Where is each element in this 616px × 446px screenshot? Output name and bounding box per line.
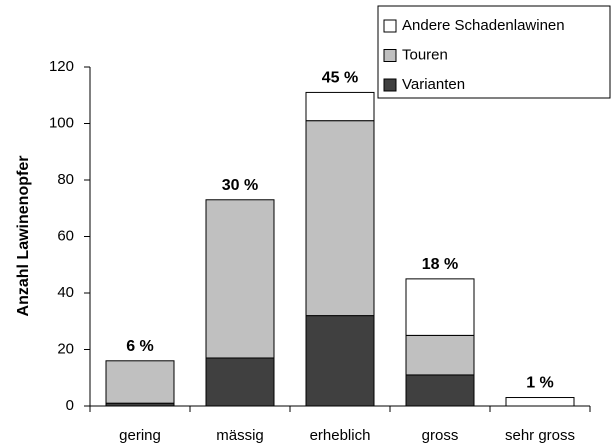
- y-tick-label: 80: [57, 171, 74, 188]
- bar-segment: [405, 334, 475, 376]
- bar-segment: [505, 397, 575, 407]
- bar-segment: [305, 315, 375, 407]
- bar-segment: [305, 120, 375, 317]
- bar-segment: [205, 199, 275, 359]
- legend-label: Varianten: [402, 76, 465, 93]
- bar-segment: [405, 278, 475, 336]
- bar-segment: [305, 91, 375, 122]
- bar-segment: [205, 357, 275, 407]
- legend-label: Andere Schadenlawinen: [402, 17, 565, 34]
- x-tick-label: erheblich: [310, 427, 371, 444]
- percent-label: 18 %: [422, 256, 458, 273]
- percent-label: 1 %: [526, 375, 554, 392]
- legend-swatch: [383, 49, 397, 62]
- x-tick-label: gross: [422, 427, 459, 444]
- y-axis-label: Anzahl Lawinenopfer: [15, 156, 32, 317]
- percent-label: 30 %: [222, 177, 258, 194]
- x-tick-label: gering: [119, 427, 161, 444]
- y-tick-label: 60: [57, 227, 74, 244]
- y-tick-label: 100: [49, 114, 74, 131]
- x-tick-label: mässig: [216, 427, 264, 444]
- bar-segment: [105, 360, 175, 404]
- x-tick-label: sehr gross: [505, 427, 575, 444]
- bar-segment: [405, 374, 475, 407]
- percent-label: 45 %: [322, 70, 358, 87]
- y-tick-label: 0: [66, 397, 74, 414]
- legend-label: Touren: [402, 46, 448, 63]
- y-tick-label: 40: [57, 284, 74, 301]
- y-tick-label: 20: [57, 340, 74, 357]
- legend-swatch: [383, 19, 397, 33]
- percent-label: 6 %: [126, 338, 154, 355]
- legend-box: [377, 5, 611, 99]
- y-tick-label: 120: [49, 58, 74, 75]
- legend-swatch: [383, 78, 397, 92]
